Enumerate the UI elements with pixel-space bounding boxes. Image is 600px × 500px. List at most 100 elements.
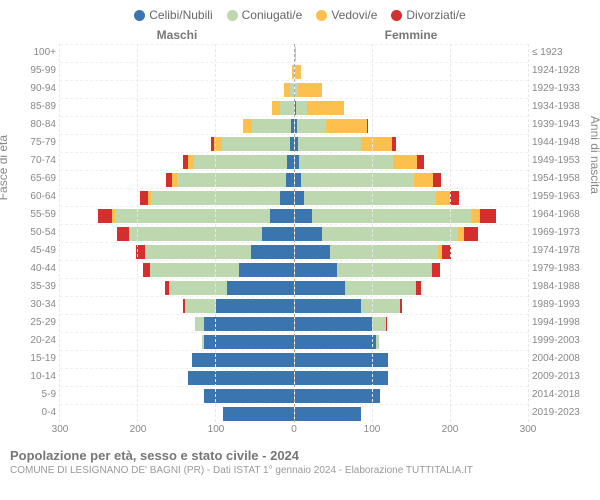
bar-segment <box>295 65 301 79</box>
bar-segment <box>416 281 421 295</box>
age-label: 85-89 <box>10 98 56 116</box>
bar-segment <box>304 191 436 205</box>
male-row <box>60 242 294 260</box>
x-tick: 100 <box>364 424 381 435</box>
female-row <box>295 116 529 134</box>
bar-segment <box>295 281 346 295</box>
birth-label: 2014-2018 <box>532 386 590 404</box>
x-ticks: 3002001000100200300 <box>60 424 528 438</box>
bar-segment <box>295 191 304 205</box>
age-label: 70-74 <box>10 152 56 170</box>
bar-segment <box>301 173 414 187</box>
gridline <box>137 44 138 422</box>
y-left-title: Fasce di età <box>0 135 10 200</box>
bar-segment <box>239 263 293 277</box>
male-row <box>60 386 294 404</box>
male-row <box>60 62 294 80</box>
chart-source: COMUNE DI LESIGNANO DE' BAGNI (PR) - Dat… <box>10 465 590 476</box>
birth-label: 1969-1973 <box>532 224 590 242</box>
bar-segment <box>98 209 112 223</box>
bar-segment <box>295 353 388 367</box>
bar-segment <box>192 353 293 367</box>
birth-label: 1939-1943 <box>532 116 590 134</box>
bar-segment <box>169 281 227 295</box>
female-row <box>295 386 529 404</box>
gridline <box>372 44 373 422</box>
female-row <box>295 242 529 260</box>
bars-area <box>60 44 528 422</box>
legend-item: Divorziati/e <box>391 8 465 22</box>
male-row <box>60 260 294 278</box>
age-label: 95-99 <box>10 62 56 80</box>
male-row <box>60 206 294 224</box>
birth-label: 1959-1963 <box>532 188 590 206</box>
bar-segment <box>216 299 294 313</box>
male-row <box>60 44 294 62</box>
male-row <box>60 278 294 296</box>
bar-segment <box>204 335 294 349</box>
bar-segment <box>204 317 294 331</box>
male-row <box>60 98 294 116</box>
bar-segment <box>400 299 402 313</box>
male-row <box>60 224 294 242</box>
birth-label: 2004-2008 <box>532 350 590 368</box>
x-tick: 0 <box>291 424 297 435</box>
legend: Celibi/NubiliConiugati/eVedovi/eDivorzia… <box>10 8 590 22</box>
female-row <box>295 368 529 386</box>
female-row <box>295 206 529 224</box>
bar-segment <box>393 155 418 169</box>
legend-item: Coniugati/e <box>227 8 303 22</box>
birth-label: 1989-1993 <box>532 296 590 314</box>
age-label: 40-44 <box>10 260 56 278</box>
birth-label: 1954-1958 <box>532 170 590 188</box>
birth-label: 1929-1933 <box>532 80 590 98</box>
gridline <box>450 44 451 422</box>
male-row <box>60 134 294 152</box>
birth-label: 2009-2013 <box>532 368 590 386</box>
female-row <box>295 62 529 80</box>
bar-segment <box>326 119 366 133</box>
bar-segment <box>185 299 216 313</box>
bar-segment <box>296 101 307 115</box>
legend-label: Celibi/Nubili <box>149 8 212 22</box>
bar-segment <box>361 137 392 151</box>
bar-segment <box>464 227 478 241</box>
population-pyramid-chart: Celibi/NubiliConiugati/eVedovi/eDivorzia… <box>0 0 600 482</box>
birth-label: 2019-2023 <box>532 404 590 422</box>
plot-area: Fasce di età 100+95-9990-9485-8980-8475-… <box>10 44 590 422</box>
bar-segment <box>295 227 322 241</box>
age-label: 5-9 <box>10 386 56 404</box>
bar-segment <box>295 389 381 403</box>
bar-segment <box>372 317 386 331</box>
female-row <box>295 404 529 422</box>
legend-item: Celibi/Nubili <box>134 8 212 22</box>
birth-label: 1999-2003 <box>532 332 590 350</box>
birth-label: 1994-1998 <box>532 314 590 332</box>
bar-segment <box>386 317 387 331</box>
bar-segment <box>227 281 293 295</box>
bar-segment <box>295 335 377 349</box>
bar-segment <box>295 47 297 61</box>
bar-segment <box>222 137 290 151</box>
bar-segment <box>251 245 294 259</box>
legend-swatch <box>316 10 327 21</box>
bar-segment <box>140 191 148 205</box>
age-label: 90-94 <box>10 80 56 98</box>
y-axis-right: Anni di nascita ≤ 19231924-19281929-1933… <box>528 44 590 422</box>
gridline <box>215 44 216 422</box>
gender-header: Maschi Femmine <box>10 28 590 42</box>
bar-segment <box>177 173 286 187</box>
female-row <box>295 170 529 188</box>
female-row <box>295 296 529 314</box>
bar-segment <box>280 101 294 115</box>
male-row <box>60 314 294 332</box>
bar-segment <box>194 155 287 169</box>
bar-segment <box>262 227 293 241</box>
bar-segment <box>146 245 251 259</box>
x-axis: 3002001000100200300 <box>10 424 590 438</box>
bar-segment <box>299 155 392 169</box>
bar-segment <box>450 191 459 205</box>
bar-segment <box>150 263 240 277</box>
female-row <box>295 332 529 350</box>
birth-label: 1944-1948 <box>532 134 590 152</box>
